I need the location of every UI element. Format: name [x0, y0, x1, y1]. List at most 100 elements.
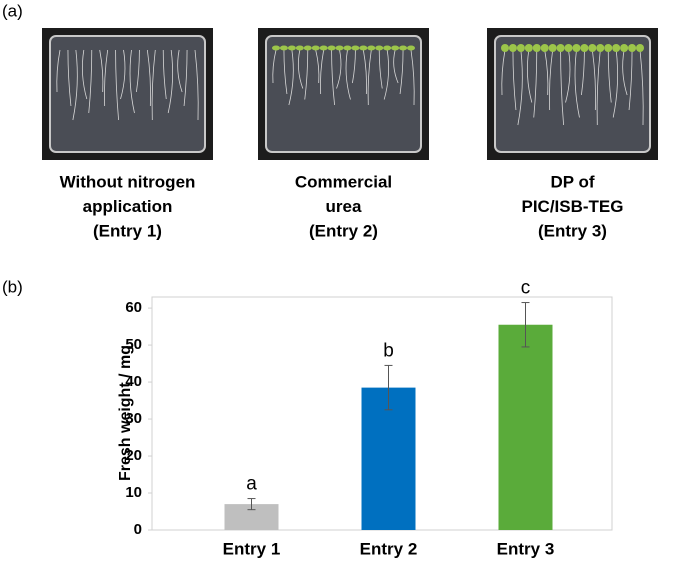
- significance-letter: a: [246, 474, 257, 495]
- root: [639, 49, 644, 126]
- root: [183, 49, 188, 107]
- leaf: [556, 44, 565, 52]
- leaf: [279, 45, 288, 51]
- root: [565, 49, 571, 103]
- leaf: [532, 44, 541, 52]
- root: [345, 49, 351, 100]
- root: [501, 49, 506, 96]
- root: [612, 49, 619, 118]
- y-tick-label: 10: [125, 484, 142, 501]
- root: [304, 49, 309, 100]
- root: [288, 49, 294, 106]
- leaf: [564, 44, 573, 52]
- panel-label: (a): [2, 1, 23, 20]
- root: [378, 49, 383, 89]
- leaf: [612, 44, 621, 52]
- root: [146, 49, 151, 107]
- root: [136, 49, 140, 93]
- photos: [42, 28, 658, 160]
- leaf: [327, 45, 336, 51]
- root: [315, 49, 320, 84]
- root: [67, 49, 72, 107]
- root: [283, 49, 288, 95]
- root: [410, 49, 415, 106]
- photo-caption: PIC/ISB-TEG: [521, 197, 623, 216]
- root: [272, 49, 277, 84]
- plate: [265, 35, 422, 153]
- photo-caption: urea: [326, 197, 362, 216]
- root: [526, 49, 533, 103]
- leaf: [524, 44, 533, 52]
- significance-letter: b: [383, 340, 394, 361]
- root: [88, 49, 93, 114]
- root: [560, 49, 564, 126]
- root: [544, 49, 549, 96]
- root: [512, 49, 517, 111]
- leaf: [351, 45, 360, 51]
- leaf: [335, 45, 344, 51]
- x-tick-label: Entry 2: [360, 539, 418, 558]
- root: [622, 49, 628, 96]
- leaf: [311, 45, 320, 51]
- plate: [494, 35, 651, 153]
- root: [581, 49, 585, 96]
- leaf: [620, 44, 629, 52]
- leaf: [580, 44, 589, 52]
- root: [104, 49, 109, 107]
- photo-caption: DP of: [550, 172, 594, 191]
- leaf: [272, 45, 280, 51]
- y-tick-label: 30: [125, 410, 142, 427]
- leaf: [343, 45, 352, 51]
- leaf: [359, 45, 368, 51]
- photo-caption: Without nitrogen: [60, 172, 196, 191]
- y-tick-label: 50: [125, 336, 142, 353]
- leaf: [383, 45, 392, 51]
- leaf: [604, 44, 613, 52]
- photo-caption: (Entry 3): [538, 221, 607, 240]
- root: [352, 49, 356, 84]
- leaf: [572, 44, 581, 52]
- x-tick-label: Entry 3: [497, 539, 555, 558]
- y-tick-label: 0: [134, 521, 142, 538]
- x-tick-label: Entry 1: [223, 539, 281, 558]
- root: [596, 49, 601, 126]
- root: [367, 49, 372, 106]
- root: [607, 49, 612, 103]
- leaf: [399, 45, 408, 51]
- root: [362, 49, 367, 95]
- root: [151, 49, 156, 121]
- leaf: [508, 44, 517, 52]
- root: [336, 49, 342, 89]
- leaf: [636, 44, 644, 52]
- root: [297, 49, 304, 89]
- root: [72, 49, 78, 121]
- y-tick-label: 20: [125, 447, 142, 464]
- leaf: [367, 45, 376, 51]
- photo-caption: (Entry 2): [309, 221, 378, 240]
- leaf: [588, 44, 597, 52]
- leaf: [391, 45, 400, 51]
- leaf: [319, 45, 328, 51]
- root: [383, 49, 390, 100]
- panel-label: (b): [2, 277, 23, 296]
- root: [331, 49, 335, 106]
- leaf: [501, 44, 509, 52]
- y-axis-label: Fresh weight / mg: [117, 345, 134, 481]
- root: [167, 49, 174, 114]
- significance-letter: c: [521, 278, 531, 299]
- root: [115, 49, 119, 121]
- root: [120, 49, 126, 100]
- root: [129, 49, 135, 114]
- root: [628, 49, 633, 111]
- leaf: [287, 45, 296, 51]
- bar: [361, 387, 416, 530]
- root: [81, 49, 88, 100]
- root: [194, 49, 199, 121]
- root: [177, 49, 183, 93]
- leaf: [375, 45, 384, 51]
- leaf: [628, 44, 637, 52]
- leaf: [516, 44, 525, 52]
- root: [399, 49, 404, 95]
- photo-caption: (Entry 1): [93, 221, 162, 240]
